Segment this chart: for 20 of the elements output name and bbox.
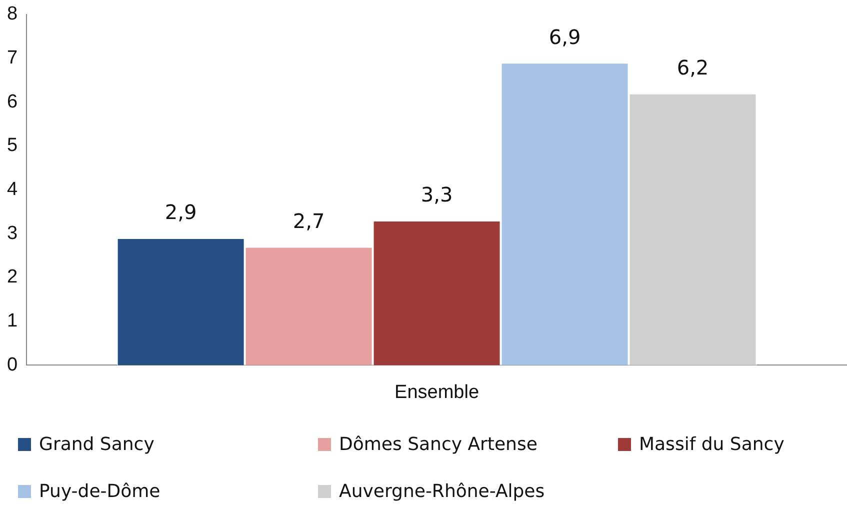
data-label: 6,9: [548, 24, 581, 49]
data-label: 6,2: [676, 56, 709, 80]
y-tick-label: 4: [6, 179, 18, 200]
data-label: 2,9: [164, 200, 197, 224]
y-tick-label: 5: [6, 135, 18, 156]
legend-label: Grand Sancy: [39, 434, 154, 455]
y-tick-label: 3: [6, 222, 18, 244]
legend-label: Auvergne-Rhône-Alpes: [339, 481, 545, 502]
y-tick-label: 8: [6, 4, 18, 25]
legend-label: Puy-de-Dôme: [39, 481, 160, 502]
y-tick-label: 6: [6, 91, 18, 112]
legend-label: Dômes Sancy Artense: [339, 434, 538, 455]
y-tick-label: 7: [6, 47, 18, 68]
y-tick-label: 2: [6, 266, 18, 288]
y-tick-label: 1: [6, 310, 18, 332]
legend-label: Massif du Sancy: [639, 434, 784, 455]
y-tick-label: 0: [6, 354, 18, 376]
data-label: 3,3: [420, 182, 453, 207]
x-tick-label: Ensemble: [394, 382, 480, 403]
data-label: 2,7: [292, 209, 325, 234]
